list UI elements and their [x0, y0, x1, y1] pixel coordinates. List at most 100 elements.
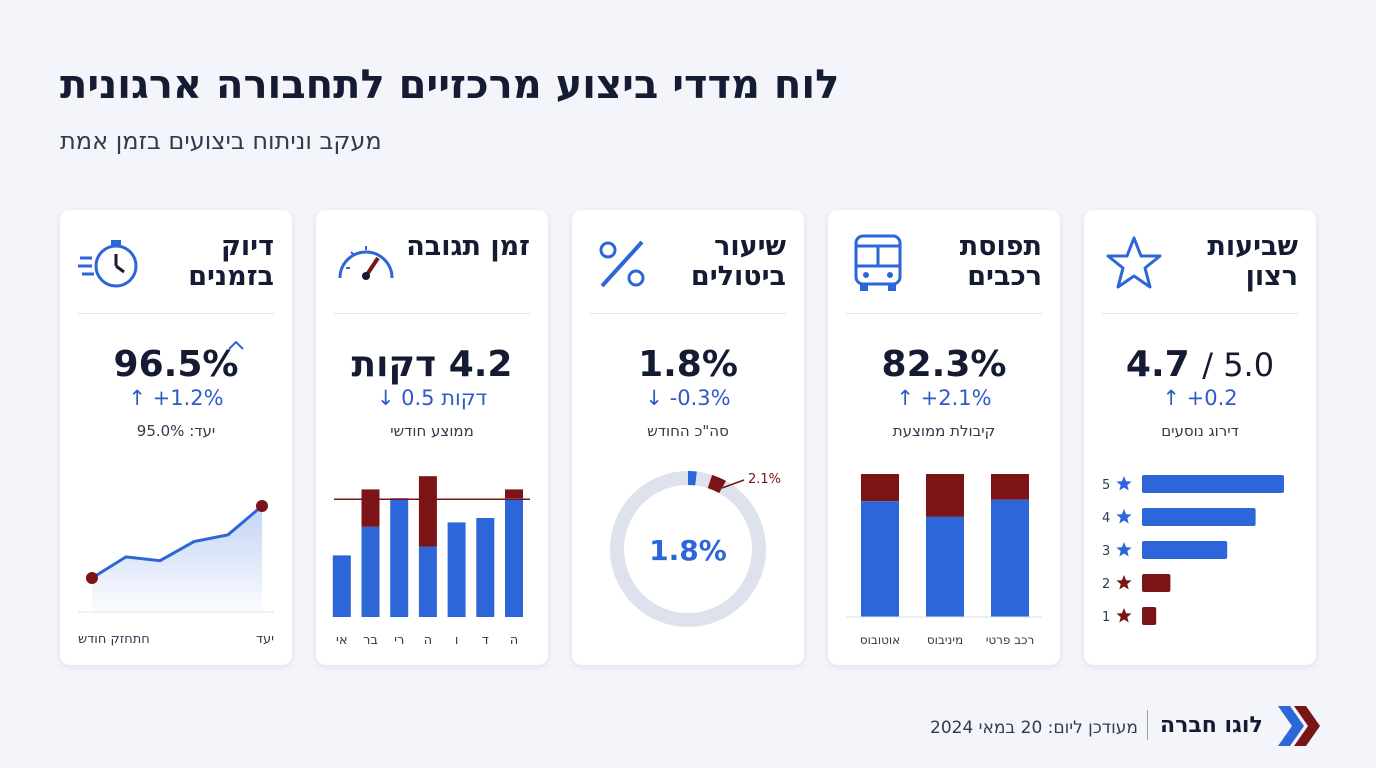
rating-label: 3	[1102, 544, 1110, 559]
trend-line	[91, 504, 263, 580]
chevron-up-icon	[228, 340, 244, 350]
rating-bar	[1142, 508, 1256, 526]
stopwatch-icon	[78, 240, 138, 288]
kpi-delta: ↑ +1.2%	[128, 386, 224, 410]
card-cancel[interactable]: שיעור ביטולים 1.8% ↓ -0.3% סה"כ החודש 1.…	[572, 210, 804, 665]
bus-icon	[854, 234, 902, 291]
updated-date: מעודכן ליום: 20 במאי 2024	[930, 718, 1138, 738]
card-title: תפוסת רכבים	[959, 231, 1042, 292]
card-header: דיוק בזמנים	[78, 210, 274, 314]
day-label: ה	[510, 633, 519, 648]
speedometer-icon	[338, 246, 394, 280]
donut-center-value: 1.8%	[649, 534, 727, 567]
kpi-note: יעד: 95.0%	[136, 422, 216, 440]
rating-bar	[1142, 607, 1157, 625]
bar-blue	[332, 555, 351, 617]
card-ontime[interactable]: דיוק בזמנים 96.5% ↑ +1.2% יעד: 95.0% יעד…	[60, 210, 292, 665]
day-label: בר	[363, 633, 378, 648]
bar-blue	[476, 518, 495, 617]
percent-icon	[599, 240, 645, 288]
donut-target-arc	[707, 474, 727, 494]
donut-chart: 1.8% 2.1%	[610, 471, 781, 627]
page-subtitle: מעקב וניתוח ביצועים בזמן אמת	[60, 127, 382, 155]
kpi-value: 4.7	[1125, 344, 1190, 385]
card-satisfaction[interactable]: שביעות רצון 4.7 / 5.0 ↑ +0.2 דירוג נוסעי…	[1084, 210, 1316, 665]
card-fleet[interactable]: תפוסת רכבים 82.3% ↑ +2.1% קיבולת ממוצעת …	[828, 210, 1060, 665]
rating-bar	[1142, 574, 1171, 592]
card-header: תפוסת רכבים	[846, 210, 1042, 314]
rating-label: 1	[1102, 610, 1110, 625]
rating-label: 5	[1102, 478, 1110, 493]
kpi-delta: ↓ 0.5 דקות	[376, 386, 488, 410]
star-icon	[1116, 575, 1132, 590]
category-label: מיניבוס	[927, 633, 963, 647]
daily-bar-chart: ה ד ו ה רי בר אי	[332, 476, 530, 648]
star-icon	[1116, 509, 1132, 524]
trend-start-point	[86, 572, 98, 584]
bar-free-segment	[926, 474, 964, 517]
card-title: זמן תגובה	[406, 231, 530, 262]
page-title: לוח מדדי ביצוע מרכזיים לתחבורה ארגונית	[60, 62, 840, 108]
kpi-note: קיבולת ממוצעת	[892, 422, 996, 440]
target-leader-line	[721, 479, 745, 489]
bar-blue	[418, 546, 437, 617]
trend-area	[92, 506, 262, 612]
brand-name: לוגו חברה	[1160, 713, 1263, 738]
day-label: ו	[455, 633, 459, 648]
kpi-value: 82.3%	[881, 344, 1007, 385]
bar-maroon-top	[505, 489, 523, 499]
kpi-delta: ↑ +0.2	[1162, 386, 1238, 410]
bar-free-segment	[991, 474, 1029, 500]
kpi-value: 4.2 דקות	[351, 344, 513, 385]
bar-maroon-top	[418, 476, 437, 547]
chevrons-logo-icon	[1278, 706, 1320, 746]
star-icon	[1116, 542, 1132, 557]
bar-blue	[447, 522, 466, 617]
category-label: רכב פרטי	[986, 633, 1035, 647]
bar-used-segment	[926, 516, 964, 617]
kpi-delta: ↓ -0.3%	[645, 386, 731, 410]
card-header: זמן תגובה	[334, 210, 530, 314]
bar-maroon-top	[361, 489, 380, 527]
kpi-scale: / 5.0	[1202, 346, 1275, 384]
day-label: ד	[482, 633, 489, 648]
day-label: אי	[336, 633, 348, 648]
day-label: רי	[394, 633, 404, 648]
bar-blue	[390, 498, 409, 617]
x-axis-label-month: חתחזק חודש	[78, 632, 150, 647]
rating-bar	[1142, 475, 1284, 493]
x-axis-label-target: יעד	[256, 632, 274, 647]
trend-end-point	[256, 500, 268, 512]
kpi-value: 96.5%	[113, 344, 239, 385]
card-response[interactable]: זמן תגובה 4.2 דקות ↓ 0.5 דקות ממוצע חודש…	[316, 210, 548, 665]
kpi-value: 1.8%	[638, 344, 738, 385]
star-icon	[1116, 476, 1132, 491]
card-header: שיעור ביטולים	[590, 210, 786, 314]
kpi-value-row: 4.7 / 5.0	[1084, 344, 1316, 385]
kpi-note: ממוצע חודשי	[390, 422, 474, 440]
bar-blue	[361, 526, 380, 617]
star-icon	[1116, 608, 1132, 623]
day-label: ה	[424, 633, 433, 648]
kpi-delta: ↑ +2.1%	[896, 386, 992, 410]
rating-label: 2	[1102, 577, 1110, 592]
card-title: דיוק בזמנים	[188, 231, 274, 292]
footer-divider	[1147, 710, 1148, 740]
rating-label: 4	[1102, 511, 1110, 526]
bar-blue	[505, 498, 523, 617]
card-header: שביעות רצון	[1102, 210, 1298, 314]
rating-bar	[1142, 541, 1228, 559]
stacked-bar-chart: רכב פרטי מיניבוס אוטובוס	[846, 474, 1042, 647]
star-icon	[1106, 236, 1162, 289]
bar-used-segment	[991, 499, 1029, 617]
rating-bar-chart: 5 4 3 2 1	[1102, 475, 1284, 625]
bar-free-segment	[861, 474, 899, 502]
kpi-note: סה"כ החודש	[647, 422, 729, 440]
bar-used-segment	[861, 501, 899, 617]
kpi-note: דירוג נוסעים	[1161, 422, 1239, 440]
trend-line-chart: יעד חתחזק חודש	[78, 500, 274, 647]
target-label: 2.1%	[748, 472, 781, 487]
card-title: שביעות רצון	[1207, 231, 1298, 292]
card-title: שיעור ביטולים	[690, 231, 786, 292]
category-label: אוטובוס	[860, 633, 900, 647]
